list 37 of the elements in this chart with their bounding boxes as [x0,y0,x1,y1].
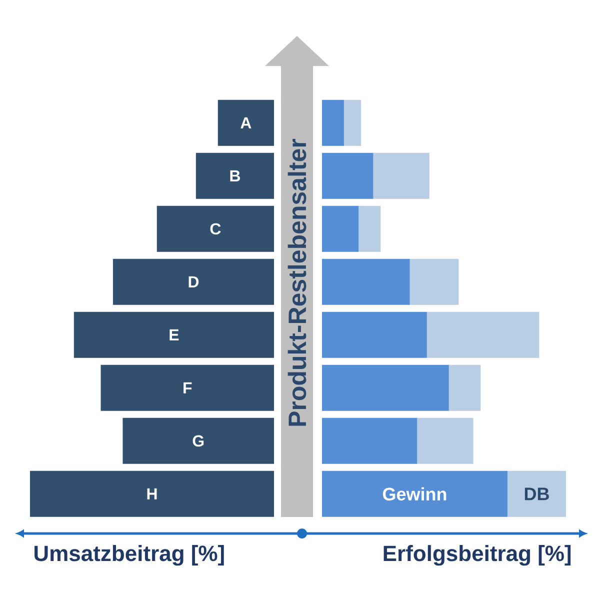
bar [30,470,274,517]
bar [100,364,274,411]
bar [322,152,374,199]
y-tick-label: G [192,435,204,447]
series-label: Gewinn [382,487,446,501]
y-tick-label: A [240,117,252,128]
series-label: DB [524,488,549,500]
bar [358,206,381,252]
bar [322,418,418,464]
bar [322,364,449,411]
x-axis-title: Erfolgsbeitrag [%] [384,545,571,566]
x-axis-title: Umsatzbeitrag [%] [34,545,224,566]
bar [156,206,274,252]
bar [417,418,474,464]
bar [74,312,274,358]
bar [322,258,410,305]
bar [322,206,359,252]
bar [344,100,362,146]
bar [448,364,481,411]
bar [373,152,430,199]
bar [322,312,427,358]
bar [507,470,566,517]
y-tick-label: F [184,382,192,394]
y-tick-label: D [188,276,199,288]
y-tick-label: E [170,329,179,340]
bar [322,100,344,146]
y-tick-label: B [230,170,240,182]
bar [322,470,508,517]
y-axis-title: Produkt-Restlebensalter [288,138,306,426]
bar [112,258,274,305]
bar [426,312,540,358]
bar [122,418,274,464]
bar [218,100,274,146]
bar [196,152,274,199]
y-tick-label: C [210,223,221,235]
y-tick-label: H [147,488,157,500]
bar [410,258,459,305]
